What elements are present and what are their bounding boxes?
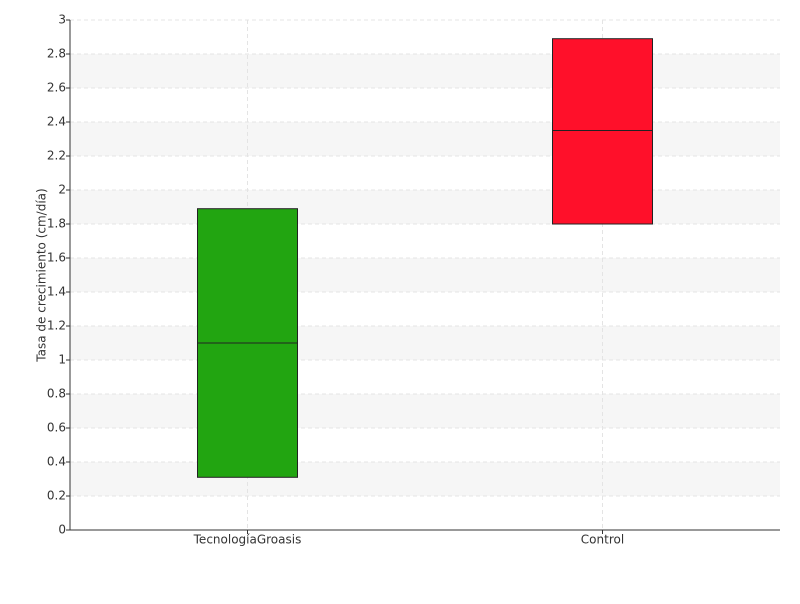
y-tick-label: 1.2	[47, 319, 66, 333]
y-tick-label: 2.4	[47, 115, 66, 129]
y-tick-label: 0.8	[47, 387, 66, 401]
y-tick-label: 2.2	[47, 149, 66, 163]
y-tick-label: 0.6	[47, 421, 66, 435]
grid-band	[70, 190, 780, 224]
y-tick-label: 2.8	[47, 47, 66, 61]
y-tick-label: 2	[58, 183, 66, 197]
y-tick-label: 1.8	[47, 217, 66, 231]
box	[552, 38, 653, 225]
y-tick-label: 0.4	[47, 455, 66, 469]
grid-band	[70, 258, 780, 292]
grid-band	[70, 462, 780, 496]
y-tick-label: 1.4	[47, 285, 66, 299]
y-tick-label: 2.6	[47, 81, 66, 95]
x-tick-label: TecnologíaGroasis	[193, 533, 302, 547]
grid-band	[70, 122, 780, 156]
y-tick-label: 1.6	[47, 251, 66, 265]
y-axis-label: Tasa de crecimiento (cm/día)	[35, 188, 49, 362]
y-tick-label: 1	[58, 353, 66, 367]
y-tick-label: 3	[58, 13, 66, 27]
grid-band	[70, 394, 780, 428]
grid-band	[70, 326, 780, 360]
x-tick-label: Control	[581, 533, 624, 547]
grid-band	[70, 54, 780, 88]
y-tick-label: 0	[58, 523, 66, 537]
y-tick-label: 0.2	[47, 489, 66, 503]
